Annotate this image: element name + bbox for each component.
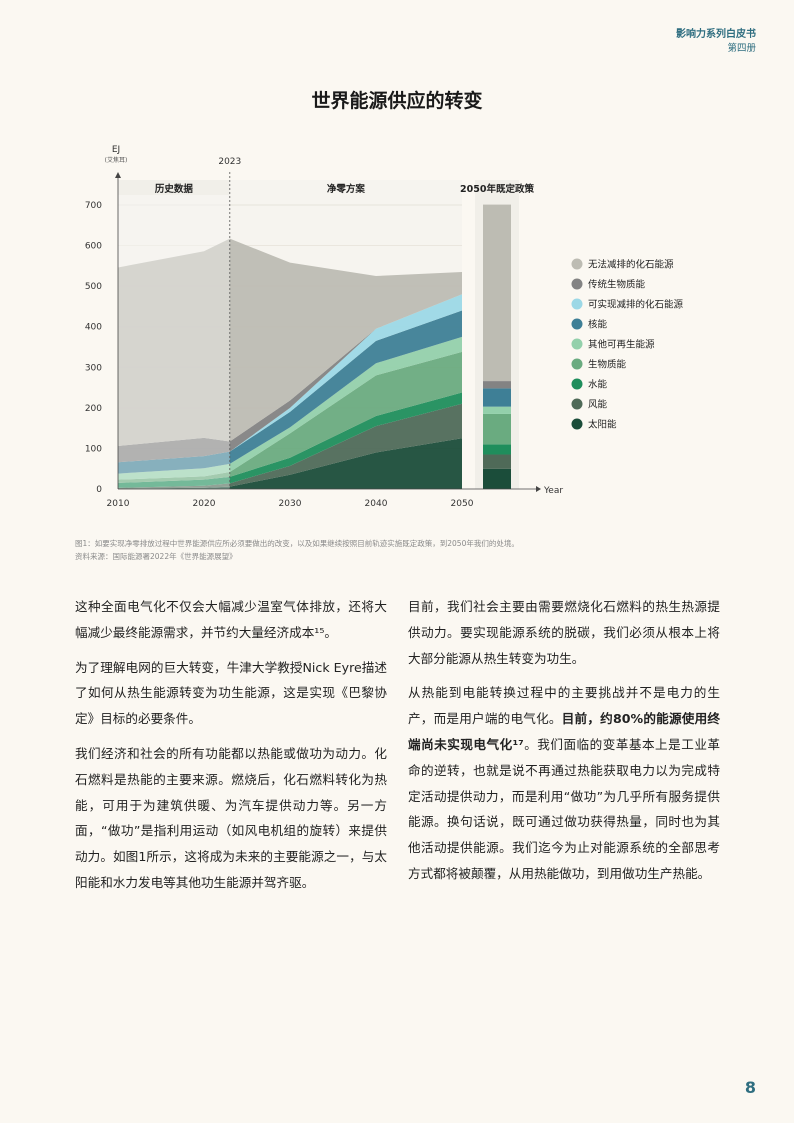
x-tick-label: 2030	[279, 499, 302, 509]
paragraph: 从热能到电能转换过程中的主要挑战并不是电力的生产，而是用户端的电气化。目前，约8…	[408, 680, 720, 886]
paragraph-text: 从热能到电能转换过程中的主要挑战并不是电力的生产，而是用户端的电气化。	[408, 685, 720, 727]
y-tick-label: 300	[85, 363, 102, 373]
legend-swatch	[571, 378, 583, 390]
area-风能	[118, 403, 462, 489]
y-tick-label: 700	[85, 201, 102, 211]
legend-swatch	[571, 358, 583, 370]
x-tick-label: 2050	[451, 499, 474, 509]
section-label-netzero: 净零方案	[327, 183, 366, 195]
x-tick-label: 2040	[365, 499, 388, 509]
legend-swatch	[571, 318, 583, 330]
marker-2023-label: 2023	[218, 157, 241, 167]
legend-label: 可实现减排的化石能源	[588, 299, 684, 311]
paragraph: 我们经济和社会的所有功能都以热能或做功为动力。化石燃料是热能的主要来源。燃烧后，…	[75, 745, 387, 890]
x-axis-label: Year	[543, 486, 563, 496]
area-可实现减排的化石能源	[118, 294, 462, 463]
policy-bar-无法减排的化石能源	[483, 204, 511, 382]
area-传统生物质能	[118, 294, 462, 463]
highlight-text: 目前，约80%的能源使用终端尚未实现电气化¹⁷	[408, 711, 720, 752]
legend-label: 太阳能	[588, 419, 617, 431]
policy-bar-生物质能	[483, 413, 511, 445]
legend-label: 生物质能	[588, 359, 627, 371]
legend-swatch	[571, 338, 583, 350]
y-tick-label: 500	[85, 282, 102, 292]
x-tick-label: 2020	[193, 499, 216, 509]
section-label-history: 历史数据	[155, 183, 194, 195]
y-tick-label: 600	[85, 242, 102, 252]
caption-source: 资料来源：国际能源署2022年《世界能源展望》	[75, 552, 237, 561]
legend-label: 风能	[588, 399, 608, 411]
policy-bar-风能	[483, 454, 511, 469]
y-axis-arrow	[115, 172, 121, 178]
body-column-left: 这种全面电气化不仅会大幅减少温室气体排放，还将大幅减少最终能源需求，并节约大量经…	[75, 594, 387, 905]
paragraph-text: 。我们面临的变革基本上是工业革命的逆转，也就是说不再通过热能获取电力以为完成特定…	[408, 736, 720, 881]
policy-bar-水能	[483, 444, 511, 455]
area-无法减排的化石能源	[118, 238, 462, 446]
paragraph: 为了理解电网的巨大转变，牛津大学教授Nick Eyre描述了如何从热生能源转变为…	[75, 659, 387, 727]
legend-swatch	[571, 418, 583, 430]
x-tick-label: 2010	[107, 499, 130, 509]
document-header: 影响力系列白皮书 第四册	[676, 28, 756, 55]
history-fade	[118, 195, 230, 489]
page-number: 8	[744, 1078, 756, 1097]
caption-line-1: 图1：如要实现净零排放过程中世界能源供应所必须要做出的改变，以及如果继续按照目前…	[75, 539, 519, 548]
area-水能	[118, 392, 462, 488]
legend-swatch	[571, 278, 583, 290]
area-其他可再生能源	[118, 336, 462, 480]
y-tick-label: 400	[85, 323, 102, 333]
area-生物质能	[118, 351, 462, 483]
volume-label: 第四册	[727, 43, 756, 54]
paragraph: 目前，我们社会主要由需要燃烧化石燃料的热生热源提供动力。要实现能源系统的脱碳，我…	[408, 599, 720, 666]
y-axis-label: EJ	[112, 145, 120, 155]
legend-label: 传统生物质能	[588, 279, 646, 291]
policy-bar-核能	[483, 388, 511, 407]
y-tick-label: 200	[85, 404, 102, 414]
legend-label: 水能	[588, 379, 608, 391]
policy-bar-其他可再生能源	[483, 406, 511, 414]
series-title: 影响力系列白皮书	[676, 29, 756, 40]
area-核能	[118, 310, 462, 474]
paragraph: 这种全面电气化不仅会大幅减少温室气体排放，还将大幅减少最终能源需求，并节约大量经…	[75, 599, 387, 640]
legend-swatch	[571, 398, 583, 410]
legend-swatch	[571, 298, 583, 310]
policy-bar-传统生物质能	[483, 381, 511, 389]
y-tick-label: 100	[85, 444, 102, 454]
x-axis-arrow	[536, 486, 541, 492]
legend-label: 无法减排的化石能源	[588, 259, 674, 271]
body-column-right: 目前，我们社会主要由需要燃烧化石燃料的热生热源提供动力。要实现能源系统的脱碳，我…	[408, 594, 720, 896]
area-太阳能	[118, 438, 462, 489]
y-tick-label: 0	[96, 485, 102, 495]
chart-title: 世界能源供应的转变	[311, 90, 483, 112]
policy-bar-太阳能	[483, 468, 511, 489]
section-label-policy: 2050年既定政策	[460, 183, 534, 195]
legend-swatch	[571, 258, 583, 270]
legend-label: 核能	[588, 319, 608, 331]
legend-label: 其他可再生能源	[588, 339, 655, 351]
energy-supply-chart: 0 100 200 300 400 500 600 700 2023 历史数据 净零方案 2050年既…	[85, 145, 684, 509]
figure-caption: 图1：如要实现净零排放过程中世界能源供应所必须要做出的改变，以及如果继续按照目前…	[75, 537, 519, 563]
y-axis-unit: (艾焦耳)	[105, 156, 128, 164]
